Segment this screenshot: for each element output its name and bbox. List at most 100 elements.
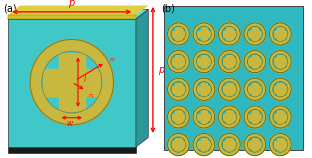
Bar bbox=[197, 86, 210, 93]
Bar bbox=[197, 58, 210, 65]
Text: $r_2$: $r_2$ bbox=[110, 55, 116, 64]
Bar bbox=[172, 114, 185, 120]
Bar bbox=[223, 31, 236, 37]
Bar bbox=[248, 31, 261, 37]
Text: $p$: $p$ bbox=[158, 66, 165, 77]
Bar bbox=[226, 83, 233, 96]
Circle shape bbox=[273, 137, 288, 152]
Bar bbox=[251, 27, 258, 41]
Text: $p$: $p$ bbox=[68, 0, 76, 10]
Polygon shape bbox=[164, 6, 303, 150]
Text: $l$: $l$ bbox=[83, 73, 87, 85]
Circle shape bbox=[30, 40, 114, 125]
Bar bbox=[251, 110, 258, 124]
Bar bbox=[172, 31, 185, 37]
Circle shape bbox=[168, 78, 189, 100]
Circle shape bbox=[219, 134, 240, 156]
Bar bbox=[223, 114, 236, 120]
Circle shape bbox=[273, 26, 288, 42]
Bar bbox=[59, 53, 85, 111]
Circle shape bbox=[171, 26, 186, 42]
Bar bbox=[277, 110, 284, 124]
Bar bbox=[274, 58, 287, 65]
Bar bbox=[201, 138, 207, 151]
Bar bbox=[175, 83, 182, 96]
Bar bbox=[226, 110, 233, 124]
Circle shape bbox=[197, 137, 211, 152]
Circle shape bbox=[244, 106, 266, 128]
Circle shape bbox=[270, 106, 291, 128]
Bar bbox=[197, 141, 210, 148]
Circle shape bbox=[222, 54, 237, 69]
Bar bbox=[43, 69, 100, 96]
Circle shape bbox=[42, 52, 102, 113]
Bar bbox=[226, 55, 233, 68]
Polygon shape bbox=[8, 19, 136, 147]
Text: (a): (a) bbox=[3, 3, 17, 13]
Polygon shape bbox=[8, 147, 136, 153]
Bar bbox=[201, 110, 207, 124]
Circle shape bbox=[244, 23, 266, 45]
Bar bbox=[223, 58, 236, 65]
Circle shape bbox=[244, 51, 266, 73]
Circle shape bbox=[168, 23, 189, 45]
Bar bbox=[223, 141, 236, 148]
Bar bbox=[274, 86, 287, 93]
Circle shape bbox=[171, 54, 186, 69]
Circle shape bbox=[193, 51, 215, 73]
Circle shape bbox=[193, 134, 215, 156]
Bar bbox=[175, 55, 182, 68]
Bar bbox=[274, 114, 287, 120]
Circle shape bbox=[193, 78, 215, 100]
Bar bbox=[277, 27, 284, 41]
Polygon shape bbox=[8, 6, 148, 15]
Bar bbox=[201, 55, 207, 68]
Bar bbox=[251, 83, 258, 96]
Circle shape bbox=[168, 51, 189, 73]
Circle shape bbox=[219, 78, 240, 100]
Circle shape bbox=[171, 109, 186, 125]
Circle shape bbox=[270, 23, 291, 45]
Circle shape bbox=[244, 78, 266, 100]
Circle shape bbox=[222, 137, 237, 152]
Bar bbox=[248, 86, 261, 93]
Polygon shape bbox=[8, 15, 136, 19]
Circle shape bbox=[247, 109, 262, 125]
Bar bbox=[226, 27, 233, 41]
Bar bbox=[175, 110, 182, 124]
Text: $w$: $w$ bbox=[66, 119, 74, 128]
Circle shape bbox=[197, 54, 211, 69]
Circle shape bbox=[171, 82, 186, 97]
Bar bbox=[277, 138, 284, 151]
Text: $r_1$: $r_1$ bbox=[88, 91, 95, 100]
Circle shape bbox=[219, 51, 240, 73]
Bar bbox=[248, 141, 261, 148]
Circle shape bbox=[222, 82, 237, 97]
Bar bbox=[277, 55, 284, 68]
Circle shape bbox=[171, 137, 186, 152]
Bar bbox=[277, 83, 284, 96]
Circle shape bbox=[197, 26, 211, 42]
Bar bbox=[175, 27, 182, 41]
Circle shape bbox=[244, 134, 266, 156]
Circle shape bbox=[222, 26, 237, 42]
Circle shape bbox=[168, 134, 189, 156]
Circle shape bbox=[222, 109, 237, 125]
Bar bbox=[274, 31, 287, 37]
Bar bbox=[226, 138, 233, 151]
Bar bbox=[201, 83, 207, 96]
Bar bbox=[248, 58, 261, 65]
Bar bbox=[197, 31, 210, 37]
Circle shape bbox=[247, 54, 262, 69]
Bar bbox=[201, 27, 207, 41]
Circle shape bbox=[273, 82, 288, 97]
Bar bbox=[172, 141, 185, 148]
Circle shape bbox=[247, 82, 262, 97]
Bar bbox=[175, 138, 182, 151]
Circle shape bbox=[247, 137, 262, 152]
Circle shape bbox=[270, 78, 291, 100]
Polygon shape bbox=[136, 9, 148, 147]
Circle shape bbox=[219, 106, 240, 128]
Circle shape bbox=[193, 23, 215, 45]
Bar bbox=[172, 86, 185, 93]
